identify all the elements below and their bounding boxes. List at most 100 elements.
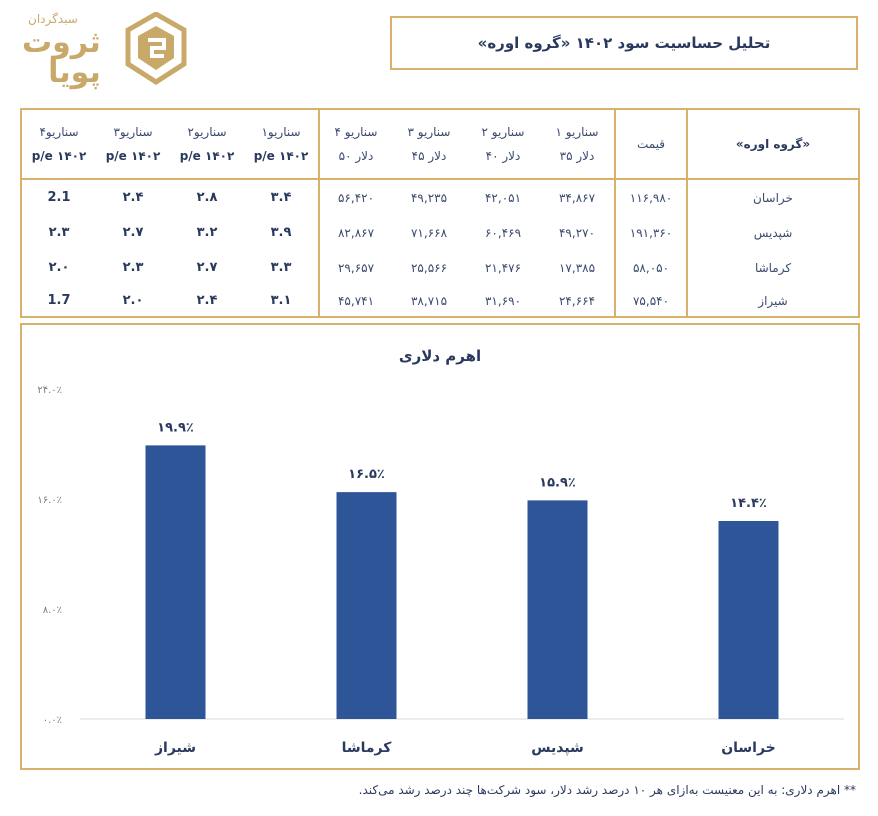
header-scenario-3-title: سناریو ۳ (407, 125, 451, 139)
category-label: خراسان (721, 740, 776, 756)
header-scenario-4: سناریو ۴ دلار ۵۰ (320, 116, 392, 172)
header-pe-2-sub: p/e ۱۴۰۲ (179, 149, 235, 163)
logo-name-line1: ثروت (22, 25, 101, 60)
row-price: ۵۸,۰۵۰ (632, 260, 670, 275)
header-pe-1-sub: p/e ۱۴۰۲ (253, 149, 309, 163)
dollar-leverage-chart: اهرم دلاری ۰.۰٪ ۸.۰٪ ۱۶.۰٪ ۲۴.۰٪ ۱۹.۹٪ شیراز ۱… (20, 323, 860, 770)
y-tick-label: ۱۶.۰٪ (37, 495, 62, 506)
table-divider-scenarios (614, 110, 616, 316)
table-divider-pe (318, 110, 320, 316)
y-tick-label: ۰.۰٪ (43, 715, 62, 726)
row-pe-value: ۲.۳ (122, 260, 144, 275)
row-scenario-value: ۳۴,۸۶۷ (558, 190, 596, 205)
row-scenario-value: ۳۸,۷۱۵ (410, 293, 448, 308)
row-scenario-value: ۳۱,۶۹۰ (484, 293, 522, 308)
bar-value-label: ۱۴.۴٪ (730, 496, 767, 511)
logo-emblem-icon (125, 12, 187, 85)
y-tick-label: ۲۴.۰٪ (37, 385, 62, 396)
row-pe-value: ۲.۷ (122, 225, 144, 240)
row-price: ۷۵,۵۴۰ (632, 293, 670, 308)
row-pe-value: ۳.۲ (196, 225, 218, 240)
page-title-box: تحلیل حساسیت سود ۱۴۰۲ «گروه اوره» (390, 16, 858, 70)
row-scenario-value: ۲۹,۶۵۷ (337, 260, 375, 275)
category-label: کرماشا (342, 740, 393, 756)
header-pe-3-sub: p/e ۱۴۰۲ (105, 149, 161, 163)
y-tick-label: ۸.۰٪ (43, 605, 62, 616)
logo-name-line2: پویا (48, 55, 101, 90)
footnote: ** اهرم دلاری: به این معنیست به‌ازای هر … (358, 783, 856, 797)
row-pe-value: ۳.۹ (270, 225, 292, 240)
row-pe-value: ۲.۸ (196, 190, 218, 205)
bar (718, 521, 779, 719)
chart-canvas: ۰.۰٪ ۸.۰٪ ۱۶.۰٪ ۲۴.۰٪ ۱۹.۹٪ شیراز ۱۶.۵٪ کرماشا ۱… (37, 385, 844, 756)
row-scenario-value: ۵۶,۴۲۰ (337, 190, 375, 205)
row-name: کرماشا (754, 260, 792, 275)
bar (527, 500, 588, 719)
row-scenario-value: ۴۹,۲۷۰ (558, 225, 596, 240)
company-logo: سبدگردان ثروت پویا (20, 8, 190, 88)
header-pe-4-sub: p/e ۱۴۰۲ (31, 149, 87, 163)
row-name: شپدیس (753, 225, 793, 240)
row-pe-value: ۲.۴ (196, 293, 218, 308)
logo-name: ثروت پویا (22, 28, 101, 88)
row-pe-value: 2.1 (47, 190, 71, 205)
chart-title: اهرم دلاری (398, 347, 482, 365)
row-name: خراسان (753, 190, 793, 205)
table-header-divider (22, 178, 858, 180)
row-pe-value: ۲.۰ (48, 260, 70, 275)
header-scenario-3: سناریو ۳ دلار ۴۵ (392, 116, 466, 172)
category-label: شیراز (154, 740, 196, 756)
header-pe-2-title: سناریو۲ (187, 125, 227, 139)
row-scenario-value: ۴۲,۰۵۱ (484, 190, 522, 205)
row-price: ۱۹۱,۳۶۰ (629, 225, 673, 240)
header-pe-3: سناریو۳ p/e ۱۴۰۲ (96, 116, 170, 172)
sensitivity-table: «گروه اوره» قیمت سناریو ۱ دلار ۳۵ سناریو… (20, 108, 860, 318)
header-scenario-1-dollar: دلار ۳۵ (559, 149, 595, 163)
row-pe-value: ۲.۰ (122, 293, 144, 308)
bar (336, 492, 397, 719)
page-title: تحلیل حساسیت سود ۱۴۰۲ «گروه اوره» (477, 34, 771, 52)
header-scenario-4-dollar: دلار ۵۰ (338, 149, 374, 163)
header-scenario-2-dollar: دلار ۴۰ (485, 149, 521, 163)
row-scenario-value: ۲۵,۵۶۶ (410, 260, 448, 275)
table-divider-price (686, 110, 688, 316)
bar (145, 445, 206, 719)
header-scenario-2-title: سناریو ۲ (481, 125, 525, 139)
logo-wordmark: سبدگردان ثروت پویا (20, 8, 120, 88)
header-pe-1-title: سناریو۱ (261, 125, 301, 139)
header-pe-1: سناریو۱ p/e ۱۴۰۲ (244, 116, 318, 172)
logo-subtitle: سبدگردان (28, 12, 78, 26)
row-scenario-value: ۴۵,۷۴۱ (337, 293, 375, 308)
header-pe-4: سناریو۴ p/e ۱۴۰۲ (22, 116, 96, 172)
header-scenario-2: سناریو ۲ دلار ۴۰ (466, 116, 540, 172)
header-scenario-3-dollar: دلار ۴۵ (411, 149, 447, 163)
row-price: ۱۱۶,۹۸۰ (629, 190, 673, 205)
row-pe-value: ۳.۴ (270, 190, 292, 205)
bar-value-label: ۱۶.۵٪ (348, 467, 385, 482)
row-pe-value: ۳.۱ (270, 293, 292, 308)
row-scenario-value: ۸۲,۸۶۷ (337, 225, 375, 240)
header-group: «گروه اوره» (735, 137, 811, 151)
row-scenario-value: ۲۴,۶۶۴ (558, 293, 596, 308)
header-pe-4-title: سناریو۴ (39, 125, 79, 139)
row-scenario-value: ۴۹,۲۳۵ (410, 190, 448, 205)
header-scenario-4-title: سناریو ۴ (334, 125, 378, 139)
category-label: شپدیس (531, 740, 584, 756)
header-pe-2: سناریو۲ p/e ۱۴۰۲ (170, 116, 244, 172)
row-pe-value: ۲.۷ (196, 260, 218, 275)
row-scenario-value: ۷۱,۶۶۸ (410, 225, 448, 240)
row-scenario-value: ۶۰,۴۶۹ (484, 225, 522, 240)
row-pe-value: ۲.۴ (122, 190, 144, 205)
header-scenario-1: سناریو ۱ دلار ۳۵ (540, 116, 614, 172)
row-name: شیراز (758, 293, 788, 308)
header-pe-3-title: سناریو۳ (113, 125, 153, 139)
row-pe-value: 1.7 (47, 293, 71, 308)
header-price: قیمت (636, 137, 666, 151)
bar-value-label: ۱۹.۹٪ (157, 420, 194, 435)
row-pe-value: ۲.۳ (48, 225, 70, 240)
row-scenario-value: ۱۷,۳۸۵ (558, 260, 596, 275)
row-pe-value: ۳.۳ (270, 260, 292, 275)
header-scenario-1-title: سناریو ۱ (555, 125, 599, 139)
row-scenario-value: ۲۱,۴۷۶ (484, 260, 522, 275)
bar-value-label: ۱۵.۹٪ (539, 475, 576, 490)
